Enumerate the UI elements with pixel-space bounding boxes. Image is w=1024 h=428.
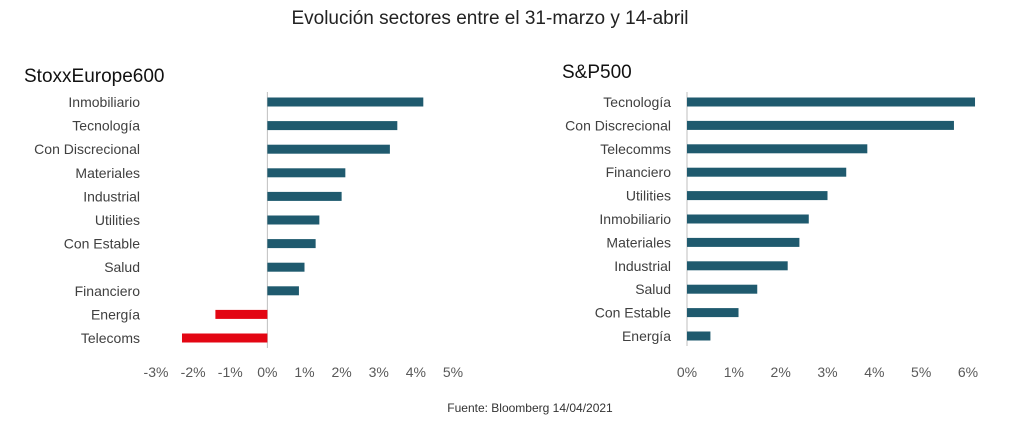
chart-1-category-label: Salud [635,281,671,297]
chart-0-bar [267,286,299,296]
chart-0-tick-label: 1% [294,364,314,380]
chart-1-bar [687,308,739,318]
chart-1-category-label: Con Estable [595,305,671,321]
chart-0-category-label: Financiero [75,283,141,299]
chart-1-bar [687,237,800,247]
chart-0-bar [267,239,316,249]
chart-1-bar [687,214,809,224]
chart-1-tick-label: 6% [958,364,978,380]
chart-0-category-label: Telecoms [81,330,140,346]
chart-0-category-label: Inmobiliario [68,94,140,110]
chart-0-bar [267,215,320,225]
chart-0-tick-label: 5% [443,364,463,380]
chart-0-tick-label: 0% [257,364,277,380]
chart-0-tick-label: 2% [332,364,352,380]
chart-0-category-label: Con Estable [64,236,140,252]
chart-1-bar [687,284,758,294]
chart-1-category-label: Industrial [614,258,671,274]
chart-1-category-label: Inmobiliario [599,211,671,227]
chart-1-bar [687,97,976,107]
chart-1-bar [687,167,847,177]
chart-1-bar [687,120,954,130]
chart-0-bar [267,144,390,154]
chart-1-category-label: Energía [622,328,671,344]
chart-0-bar [267,262,305,272]
chart-title-stoxx: StoxxEurope600 [24,66,165,87]
chart-0-tick-label: 4% [406,364,426,380]
source-note: Fuente: Bloomberg 14/04/2021 [447,401,613,415]
chart-1-bar [687,331,711,341]
chart-0-tick-label: -3% [144,364,169,380]
chart-0-bar [267,121,398,131]
chart-1-category-label: Utilities [626,188,671,204]
chart-0-bar [267,191,342,201]
chart-0-category-label: Utilities [95,212,140,228]
chart-0-category-label: Con Discrecional [34,141,140,157]
chart-0-tick-label: -2% [181,364,206,380]
chart-1-bar [687,261,788,271]
chart-1-category-label: Tecnología [603,94,671,110]
chart-0-tick-label: -1% [218,364,243,380]
chart-0-category-label: Materiales [75,165,140,181]
chart-1-tick-label: 3% [817,364,837,380]
chart-title-sp500: S&P500 [562,62,632,83]
chart-1-tick-label: 5% [911,364,931,380]
chart-0-category-label: Industrial [83,188,140,204]
chart-1-category-label: Con Discrecional [565,117,671,133]
chart-1-tick-label: 4% [864,364,884,380]
chart-1-bar [687,144,868,154]
chart-0-bar [181,333,268,343]
chart-1-tick-label: 1% [724,364,744,380]
chart-0-tick-label: 3% [369,364,389,380]
chart-1-category-label: Financiero [606,164,672,180]
chart-0-category-label: Salud [104,259,140,275]
chart-0-category-label: Tecnología [72,118,140,134]
chart-0-category-label: Energía [91,306,140,322]
chart-0-bar [267,168,346,178]
chart-1-category-label: Telecomms [600,141,671,157]
chart-1-tick-label: 2% [771,364,791,380]
chart-1-category-label: Materiales [606,234,671,250]
chart-1-tick-label: 0% [677,364,697,380]
chart-0-bar [215,309,268,319]
main-title: Evolución sectores entre el 31-marzo y 1… [291,8,689,29]
chart-0-bar [267,97,424,107]
chart-1-bar [687,191,828,201]
